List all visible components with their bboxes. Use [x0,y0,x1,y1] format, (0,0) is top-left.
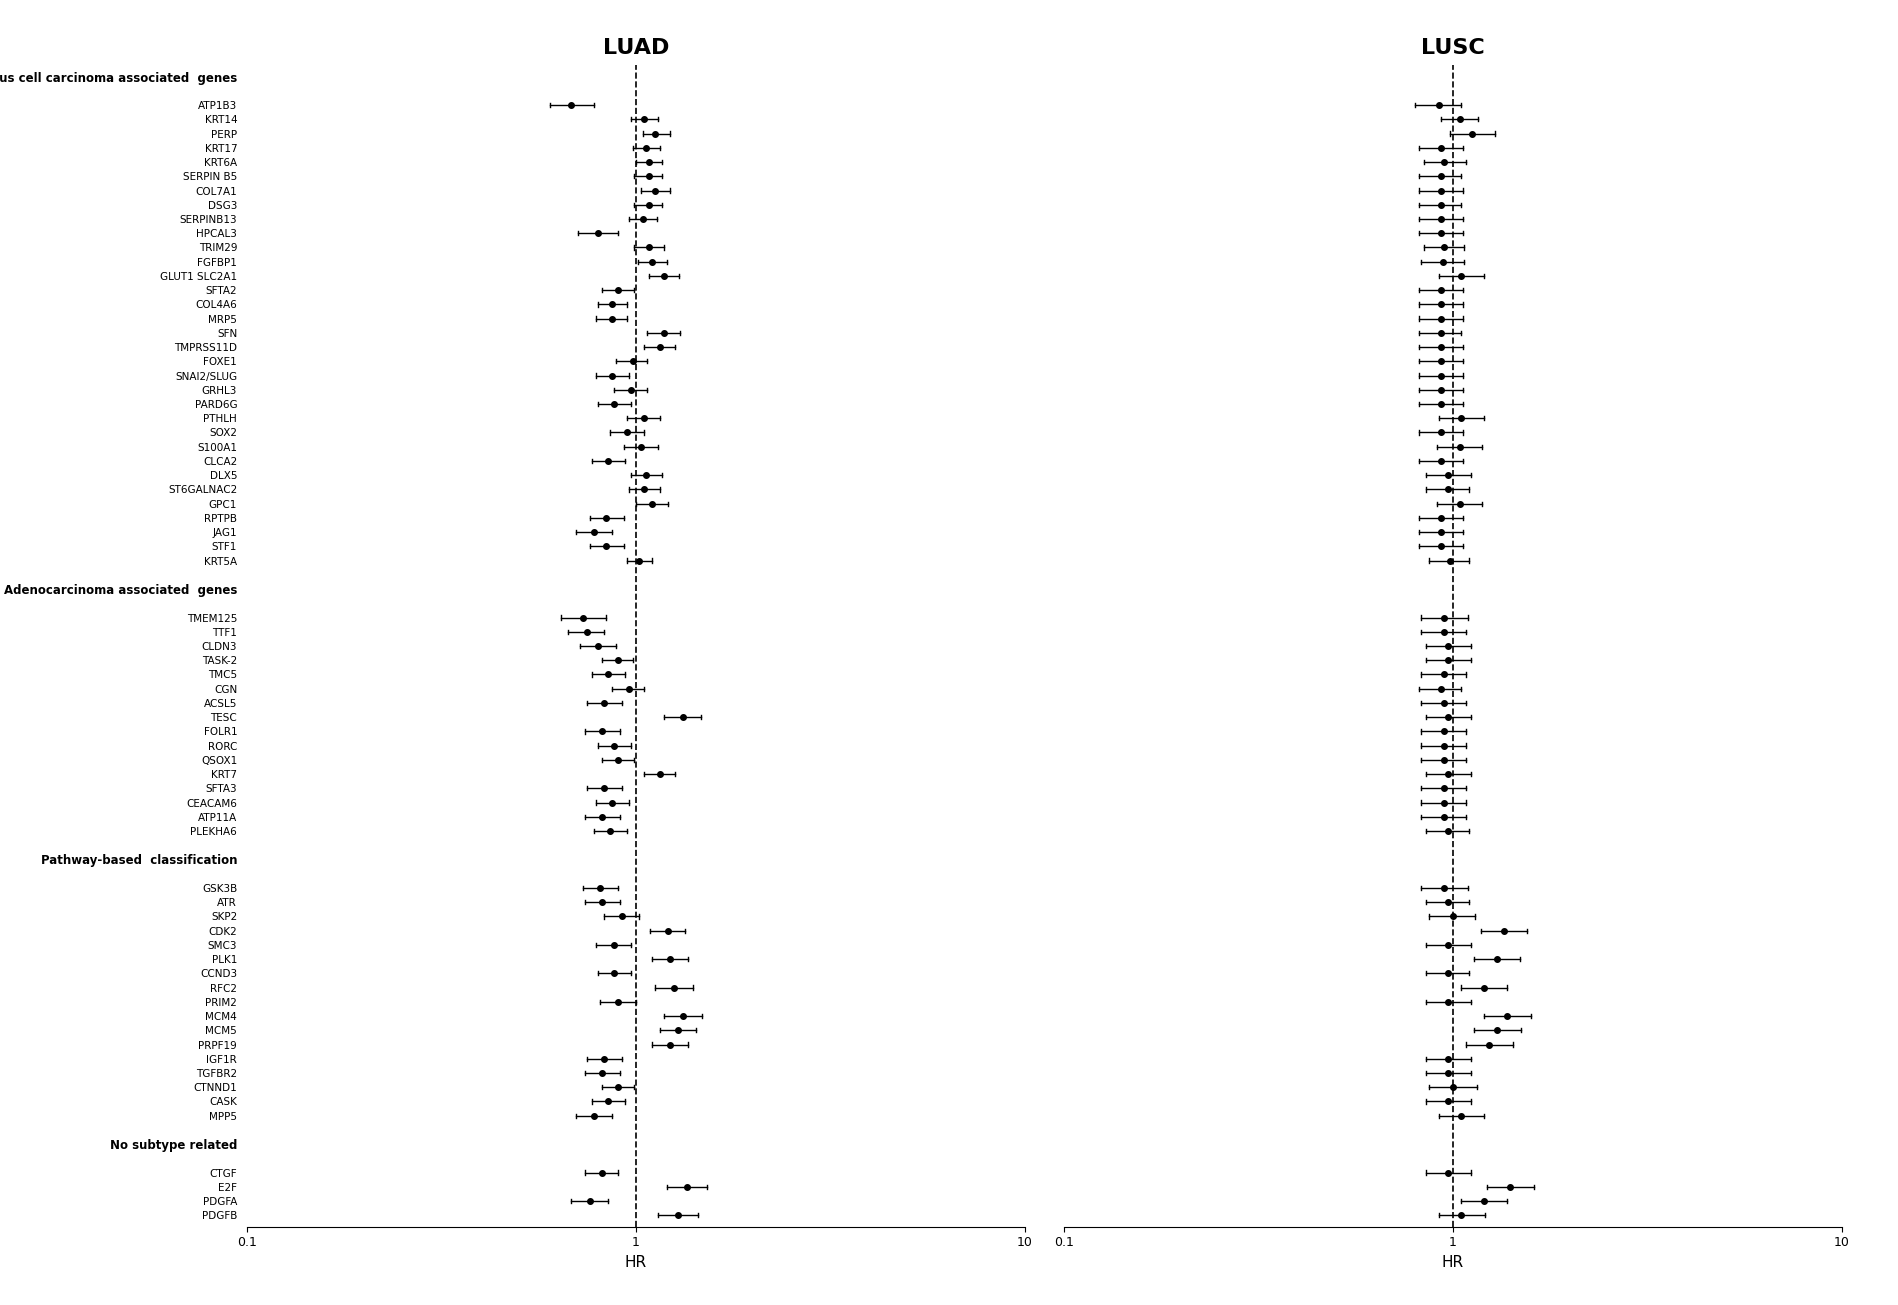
Title: LUSC: LUSC [1420,38,1484,59]
X-axis label: HR: HR [624,1255,647,1270]
Title: LUAD: LUAD [602,38,668,59]
X-axis label: HR: HR [1441,1255,1463,1270]
